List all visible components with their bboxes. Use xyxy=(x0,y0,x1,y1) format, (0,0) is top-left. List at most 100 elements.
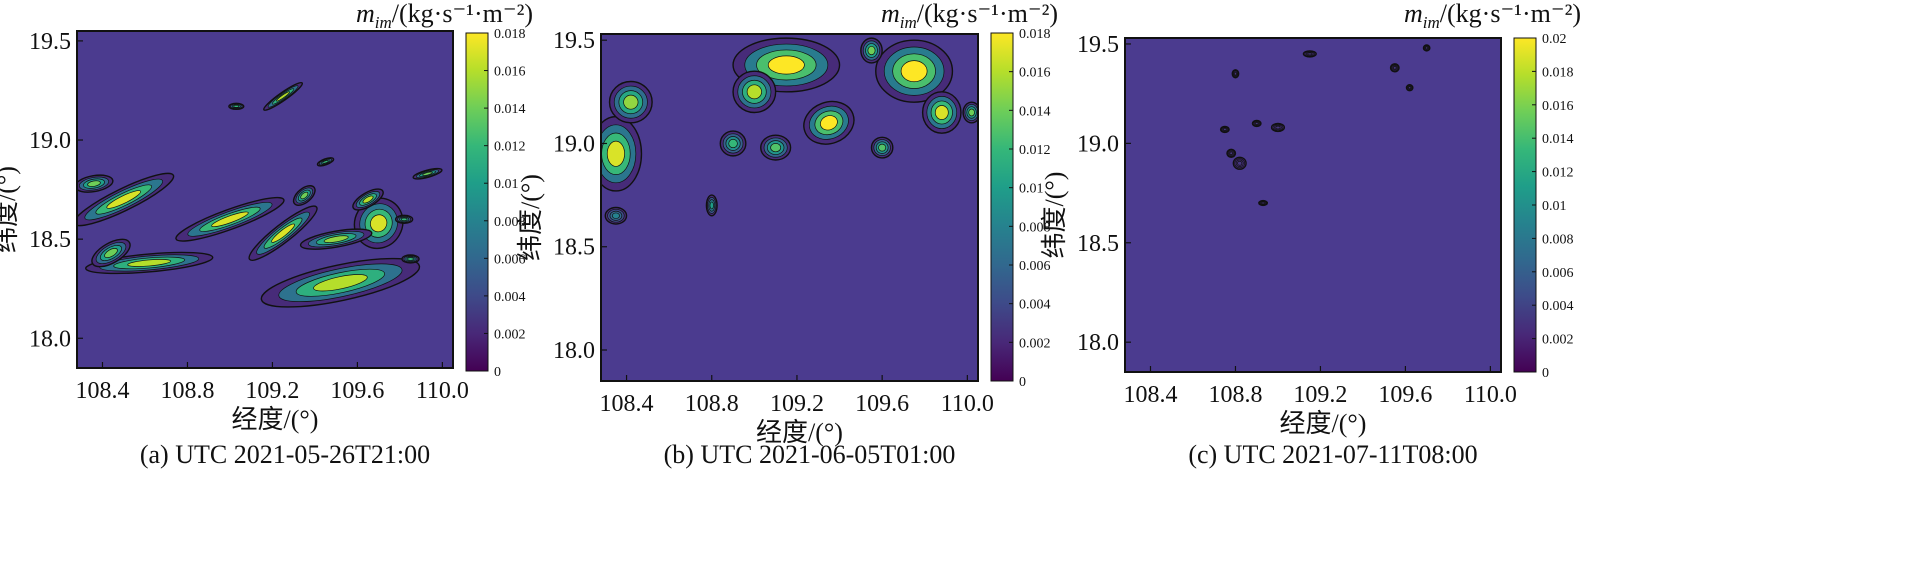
contour-level xyxy=(1275,125,1281,130)
feature-blob xyxy=(299,228,373,250)
y-axis-label: 纬度/(°) xyxy=(1040,172,1069,259)
feature-blob xyxy=(85,251,214,275)
contour-level xyxy=(934,105,949,120)
feature-blob xyxy=(292,185,316,207)
contour-level xyxy=(127,259,172,267)
y-tick-label: 18.5 xyxy=(553,235,595,261)
contour-level xyxy=(820,115,838,131)
feature-blob xyxy=(1231,69,1240,79)
colorbar-tick-label: 0.006 xyxy=(1019,259,1051,274)
feature-blob xyxy=(921,91,962,134)
feature-blob xyxy=(860,37,883,64)
feature-blob xyxy=(91,238,131,268)
x-tick-label: 108.8 xyxy=(685,391,739,417)
contour-level xyxy=(1234,72,1237,76)
colorbar-tick-label: 0.004 xyxy=(1542,299,1574,314)
feature-blob xyxy=(412,167,443,180)
contour-level xyxy=(878,143,887,152)
y-tick-label: 19.0 xyxy=(553,131,595,157)
colorbar-tick-label: 0.008 xyxy=(494,215,526,230)
x-tick-label: 109.6 xyxy=(330,378,384,404)
x-tick-label: 109.6 xyxy=(1378,382,1432,408)
feature-blob xyxy=(1219,125,1230,134)
plot-frame xyxy=(1124,37,1502,373)
colorbar xyxy=(465,32,489,372)
contour-level xyxy=(767,55,805,75)
panel-caption: (b) UTC 2021-06-05T01:00 xyxy=(664,440,956,469)
colorbar-title-sub: im xyxy=(1423,13,1440,32)
feature-blob xyxy=(316,157,335,167)
x-tick-label: 109.6 xyxy=(855,391,909,417)
x-tick-label: 108.4 xyxy=(600,391,654,417)
feature-blob xyxy=(1302,50,1317,58)
panel-caption: (a) UTC 2021-05-26T21:00 xyxy=(140,440,430,469)
y-tick-label: 19.5 xyxy=(29,29,71,55)
contour-level xyxy=(1223,128,1227,131)
colorbar-tick-label: 0 xyxy=(1019,375,1026,390)
feature-blob xyxy=(760,134,792,161)
colorbar-title-sub: im xyxy=(900,13,917,32)
colorbar-tick-label: 0.006 xyxy=(494,252,526,267)
y-tick-label: 19.5 xyxy=(553,28,595,54)
colorbar-tick-label: 0.01 xyxy=(494,177,519,192)
contour-level xyxy=(407,257,414,261)
y-axis-label: 纬度/(°) xyxy=(516,174,545,261)
panel-2: 108.4 108.8 109.2 109.6 110.0 18.0 18.5 19.0 19.… xyxy=(516,0,1058,469)
y-axis-label: 纬度/(°) xyxy=(0,166,21,253)
feature-blob xyxy=(352,188,384,211)
x-axis-label: 经度/(°) xyxy=(756,418,843,447)
plot-area xyxy=(1125,38,1501,372)
feature-blob xyxy=(870,136,894,159)
x-axis-label: 经度/(°) xyxy=(232,405,319,434)
y-tick-label: 18.0 xyxy=(1077,330,1119,356)
contour-level xyxy=(968,108,975,117)
colorbar-title-var: m xyxy=(356,0,375,28)
colorbar-title-sub: im xyxy=(375,13,392,32)
x-tick-label: 109.2 xyxy=(770,391,824,417)
contour-level xyxy=(1254,122,1259,125)
contour-level xyxy=(1408,86,1412,90)
y-tick-label: 18.0 xyxy=(29,326,71,352)
colorbar-tick-label: 0 xyxy=(1542,366,1549,381)
panel-3: 108.4 108.8 109.2 109.6 110.0 18.0 18.5 19.0 19.… xyxy=(1040,0,1581,469)
feature-blob xyxy=(77,174,114,193)
colorbar-title: mim/(kg·s⁻¹·m⁻²) xyxy=(881,0,1058,32)
feature-blob xyxy=(803,100,855,145)
y-tick-label: 19.0 xyxy=(1077,131,1119,157)
feature-blob xyxy=(732,70,777,114)
colorbar-tick-label: 0.012 xyxy=(1019,143,1051,158)
feature-blob xyxy=(1389,63,1400,73)
feature-blob xyxy=(1270,122,1286,133)
y-tick-label: 18.5 xyxy=(29,227,71,253)
contour-level xyxy=(709,201,714,210)
x-tick-label: 108.4 xyxy=(75,378,129,404)
colorbar-tick-label: 0.014 xyxy=(1542,132,1574,147)
feature-blob xyxy=(608,80,653,124)
colorbar-tick-label: 0.008 xyxy=(1019,220,1051,235)
colorbar-tick-label: 0.016 xyxy=(494,65,526,80)
contour-level xyxy=(300,191,309,200)
feature-blob xyxy=(1232,156,1247,170)
contour-level xyxy=(106,190,142,209)
colorbar-tick-label: 0.01 xyxy=(1542,199,1567,214)
contour-level xyxy=(87,180,101,187)
y-tick-label: 18.5 xyxy=(1077,231,1119,257)
y-tick-label: 19.0 xyxy=(29,128,71,154)
feature-blob xyxy=(228,102,245,111)
colorbar-title-var: m xyxy=(881,0,900,28)
contour-level xyxy=(211,211,249,228)
colorbar-tick-label: 0.016 xyxy=(1019,66,1051,81)
colorbar-title-unit: /(kg·s⁻¹·m⁻²) xyxy=(392,0,533,28)
feature-blob xyxy=(875,39,954,103)
field-layer xyxy=(77,81,443,308)
colorbar-title-unit: /(kg·s⁻¹·m⁻²) xyxy=(917,0,1058,28)
feature-blob xyxy=(401,254,420,264)
y-tick-label: 19.5 xyxy=(1077,32,1119,58)
feature-blob xyxy=(263,81,304,111)
contour-level xyxy=(1307,52,1313,56)
x-axis-label: 经度/(°) xyxy=(1280,409,1367,438)
colorbar-tick-label: 0 xyxy=(494,365,501,380)
contour-level xyxy=(1261,201,1265,205)
colorbar-tick-label: 0.004 xyxy=(1019,298,1051,313)
x-tick-label: 110.0 xyxy=(941,391,994,417)
